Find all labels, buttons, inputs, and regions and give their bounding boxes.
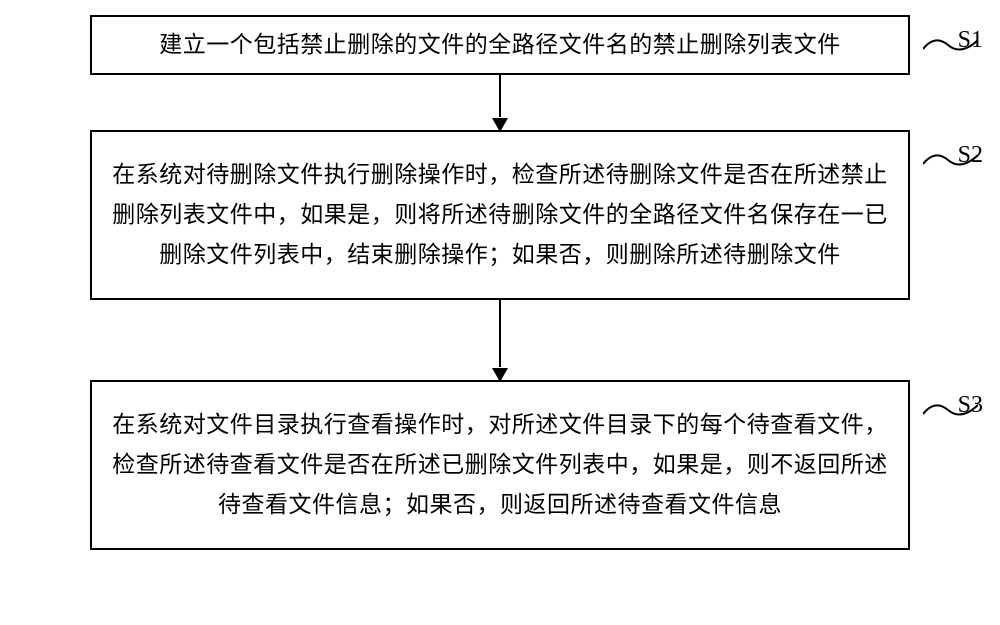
connector-squiggle-icon [923, 152, 978, 168]
step-s2-text: 在系统对待删除文件执行删除操作时，检查所述待删除文件是否在所述禁止删除列表文件中… [112, 155, 888, 276]
step-s1-text: 建立一个包括禁止删除的文件的全路径文件名的禁止删除列表文件 [159, 25, 841, 65]
connector-squiggle-icon [923, 37, 978, 53]
flow-arrow-s2-s3 [60, 300, 940, 380]
flow-step-s2: 在系统对待删除文件执行删除操作时，检查所述待删除文件是否在所述禁止删除列表文件中… [90, 130, 910, 300]
flowchart-container: 建立一个包括禁止删除的文件的全路径文件名的禁止删除列表文件 S1 在系统对待删除… [0, 0, 1000, 625]
flow-step-s3: 在系统对文件目录执行查看操作时，对所述文件目录下的每个待查看文件，检查所述待查看… [90, 380, 910, 550]
arrow-line-icon [499, 75, 501, 117]
flow-arrow-s1-s2 [60, 75, 940, 130]
flow-step-s1: 建立一个包括禁止删除的文件的全路径文件名的禁止删除列表文件 S1 [90, 15, 910, 75]
connector-squiggle-icon [923, 402, 978, 418]
arrow-line-icon [499, 300, 501, 367]
step-s3-text: 在系统对文件目录执行查看操作时，对所述文件目录下的每个待查看文件，检查所述待查看… [112, 405, 888, 526]
